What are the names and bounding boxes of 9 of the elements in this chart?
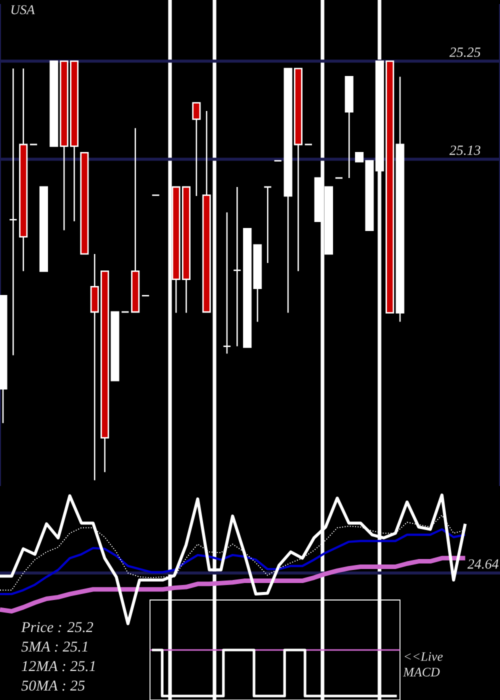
text: 50MA : 25	[21, 680, 85, 691]
annotation: Price : 25.2	[21, 622, 94, 632]
y-tick-label: 25.25	[449, 48, 480, 57]
text: 5MA : 25.1	[21, 642, 88, 652]
annotation: 24.64	[467, 559, 498, 569]
text: <<Live MACD	[403, 652, 443, 676]
y-tick-label: 25.13	[449, 146, 480, 156]
text: 12MA : 25.1	[22, 661, 95, 672]
chart-title: USA	[11, 5, 35, 14]
